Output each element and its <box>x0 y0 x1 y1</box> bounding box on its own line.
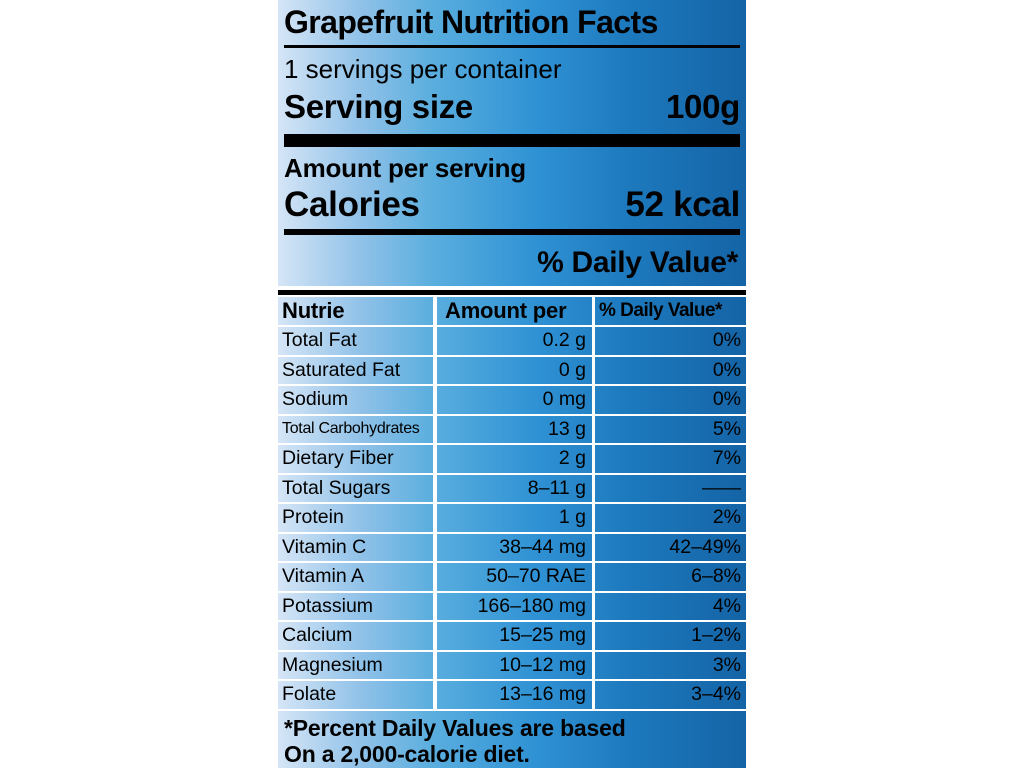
nutrient-amount: 166–180 mg <box>433 592 592 620</box>
nutrient-name: Total Sugars <box>282 476 391 499</box>
nutrient-daily-value: 4% <box>592 592 746 620</box>
nutrient-amount: 50–70 RAE <box>433 563 592 591</box>
column-header-nutrient: Nutrie <box>282 298 345 323</box>
table-row: Saturated Fat 0 g 0% <box>278 356 746 384</box>
nutrient-name: Magnesium <box>282 653 383 676</box>
footnote-line-1: *Percent Daily Values are based <box>284 714 626 741</box>
table-row: Vitamin A 50–70 RAE 6–8% <box>278 563 746 591</box>
table-row: Potassium 166–180 mg 4% <box>278 592 746 620</box>
table-row: Magnesium 10–12 mg 3% <box>278 651 746 679</box>
nutrient-name: Dietary Fiber <box>282 447 394 470</box>
nutrient-daily-value: 42–49% <box>592 533 746 561</box>
table-row: Folate 13–16 mg 3–4% <box>278 681 746 709</box>
nutrition-label: Grapefruit Nutrition Facts 1 servings pe… <box>278 0 746 768</box>
nutrient-amount: 2 g <box>433 445 592 473</box>
thin-divider-rule <box>284 229 740 235</box>
daily-value-heading: % Daily Value* <box>537 246 738 279</box>
calories-row: Calories 52 kcal <box>284 184 740 226</box>
table-row: Dietary Fiber 2 g 7% <box>278 445 746 473</box>
nutrient-amount: 0.2 g <box>433 327 592 355</box>
nutrient-amount: 1 g <box>433 504 592 532</box>
nutrient-name: Total Fat <box>282 329 357 352</box>
nutrient-name: Calcium <box>282 624 353 647</box>
table-body: Total Fat 0.2 g 0% Saturated Fat 0 g 0% … <box>278 325 746 709</box>
thick-divider-rule <box>284 134 740 147</box>
nutrient-amount: 0 g <box>433 356 592 384</box>
table-row: Total Fat 0.2 g 0% <box>278 327 746 355</box>
table-header-row: Nutrie Amount per % Daily Value* <box>278 297 746 325</box>
nutrient-daily-value: 3% <box>592 651 746 679</box>
nutrient-amount: 8–11 g <box>433 474 592 502</box>
nutrient-amount: 0 mg <box>433 386 592 414</box>
nutrient-daily-value: —— <box>592 474 746 502</box>
nutrient-name: Folate <box>282 683 337 706</box>
nutrient-amount: 15–25 mg <box>433 622 592 650</box>
column-header-amount: Amount per <box>433 297 592 325</box>
nutrient-name: Vitamin C <box>282 535 367 558</box>
nutrient-name: Vitamin A <box>282 565 365 588</box>
servings-per-container: 1 servings per container <box>284 54 562 84</box>
nutrient-name: Potassium <box>282 594 374 617</box>
nutrient-amount: 38–44 mg <box>433 533 592 561</box>
nutrient-name: Total Carbohydrates <box>282 420 420 438</box>
nutrient-name: Saturated Fat <box>282 358 401 381</box>
nutrient-amount: 13 g <box>433 415 592 443</box>
nutrient-daily-value: 2% <box>592 504 746 532</box>
nutrient-daily-value: 0% <box>592 356 746 384</box>
nutrient-daily-value: 0% <box>592 327 746 355</box>
serving-size-label: Serving size <box>284 88 473 125</box>
table-row: Calcium 15–25 mg 1–2% <box>278 622 746 650</box>
amount-per-serving-label: Amount per serving <box>284 153 526 183</box>
footnote-line-2: On a 2,000-calorie diet. <box>284 740 530 767</box>
serving-size-row: Serving size 100g <box>284 88 740 126</box>
table-row: Sodium 0 mg 0% <box>278 386 746 414</box>
nutrient-amount: 10–12 mg <box>433 651 592 679</box>
nutrient-name: Protein <box>282 506 344 529</box>
table-row: Total Sugars 8–11 g —— <box>278 474 746 502</box>
nutrient-daily-value: 5% <box>592 415 746 443</box>
nutrient-amount: 13–16 mg <box>433 681 592 709</box>
nutrient-name: Sodium <box>282 388 349 411</box>
table-row: Vitamin C 38–44 mg 42–49% <box>278 533 746 561</box>
calories-value: 52 kcal <box>625 185 740 224</box>
nutrient-daily-value: 3–4% <box>592 681 746 709</box>
column-header-daily-value: % Daily Value* <box>592 297 746 325</box>
table-row: Protein 1 g 2% <box>278 504 746 532</box>
nutrient-daily-value: 7% <box>592 445 746 473</box>
nutrient-daily-value: 0% <box>592 386 746 414</box>
calories-label: Calories <box>284 185 420 224</box>
table-top-rule <box>278 290 746 295</box>
label-title: Grapefruit Nutrition Facts <box>284 2 740 48</box>
nutrient-daily-value: 1–2% <box>592 622 746 650</box>
footnote: *Percent Daily Values are based On a 2,0… <box>278 710 746 768</box>
table-row: Total Carbohydrates 13 g 5% <box>278 415 746 443</box>
label-header-panel: Grapefruit Nutrition Facts 1 servings pe… <box>278 0 746 286</box>
serving-size-value: 100g <box>665 88 740 125</box>
nutrient-daily-value: 6–8% <box>592 563 746 591</box>
